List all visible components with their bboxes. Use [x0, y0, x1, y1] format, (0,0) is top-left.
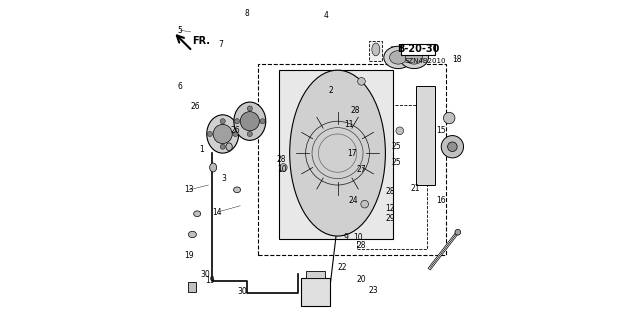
Text: 26: 26: [191, 102, 200, 111]
Bar: [401, 44, 435, 55]
Text: 8: 8: [244, 9, 249, 18]
Text: 12: 12: [385, 204, 395, 213]
Circle shape: [280, 164, 287, 171]
Ellipse shape: [455, 229, 461, 235]
Ellipse shape: [234, 102, 266, 140]
Ellipse shape: [210, 163, 217, 172]
Ellipse shape: [234, 187, 241, 193]
Text: 3: 3: [222, 174, 227, 183]
Circle shape: [213, 124, 232, 144]
Text: 18: 18: [452, 55, 462, 63]
Text: 14: 14: [212, 208, 222, 217]
Text: 15: 15: [436, 126, 446, 135]
Text: 13: 13: [184, 185, 194, 194]
Circle shape: [260, 119, 265, 124]
Text: 28: 28: [356, 241, 366, 250]
Circle shape: [358, 78, 365, 85]
Circle shape: [240, 112, 259, 131]
Bar: [306, 271, 324, 278]
Circle shape: [207, 131, 212, 137]
Circle shape: [361, 200, 369, 208]
Circle shape: [247, 106, 252, 111]
Text: 1: 1: [200, 145, 204, 154]
Text: 16: 16: [436, 197, 446, 205]
Text: 5: 5: [178, 26, 182, 35]
Ellipse shape: [390, 51, 407, 64]
Ellipse shape: [384, 46, 413, 69]
Text: 11: 11: [344, 120, 353, 129]
Text: 19: 19: [184, 251, 194, 260]
Text: 10: 10: [353, 233, 363, 242]
Ellipse shape: [372, 43, 380, 56]
Text: 28: 28: [277, 155, 287, 164]
Ellipse shape: [400, 46, 428, 69]
Text: 20: 20: [356, 275, 366, 284]
Bar: [301, 278, 330, 306]
Text: 26: 26: [230, 126, 240, 135]
Text: 30: 30: [200, 270, 210, 279]
Text: 4: 4: [324, 11, 329, 20]
Bar: [369, 41, 382, 61]
Circle shape: [447, 142, 457, 152]
Ellipse shape: [406, 51, 422, 64]
Text: 9: 9: [343, 233, 348, 242]
Circle shape: [396, 127, 404, 135]
Circle shape: [444, 112, 455, 124]
Circle shape: [233, 131, 238, 137]
Text: 23: 23: [369, 286, 378, 295]
Text: 28: 28: [350, 106, 360, 115]
Ellipse shape: [290, 70, 385, 236]
Text: 25: 25: [392, 142, 401, 151]
Text: 27: 27: [356, 165, 366, 174]
Text: 19: 19: [205, 276, 215, 285]
Bar: [258, 64, 446, 255]
Text: B-20-30: B-20-30: [397, 44, 440, 55]
Polygon shape: [416, 86, 435, 185]
Bar: [356, 105, 427, 249]
Ellipse shape: [188, 231, 196, 238]
Text: FR.: FR.: [193, 36, 211, 47]
Circle shape: [220, 119, 225, 124]
Ellipse shape: [194, 211, 201, 217]
Text: 6: 6: [178, 82, 182, 91]
Bar: [188, 282, 196, 292]
Polygon shape: [278, 70, 394, 239]
Circle shape: [441, 136, 463, 158]
Text: 25: 25: [392, 158, 401, 167]
Circle shape: [234, 119, 239, 124]
Text: 7: 7: [219, 40, 223, 49]
Text: 17: 17: [347, 149, 356, 158]
Text: 22: 22: [337, 263, 347, 272]
Text: 29: 29: [385, 214, 395, 223]
Text: 10: 10: [277, 165, 287, 174]
Text: 24: 24: [349, 197, 358, 205]
Text: 21: 21: [411, 184, 420, 193]
Circle shape: [247, 131, 252, 137]
Circle shape: [220, 144, 225, 149]
Ellipse shape: [226, 143, 232, 151]
Text: 28: 28: [385, 187, 395, 196]
Text: 2: 2: [329, 86, 333, 95]
Text: 30: 30: [237, 287, 247, 296]
Text: SZN4B2010: SZN4B2010: [404, 58, 446, 64]
Ellipse shape: [207, 115, 239, 153]
